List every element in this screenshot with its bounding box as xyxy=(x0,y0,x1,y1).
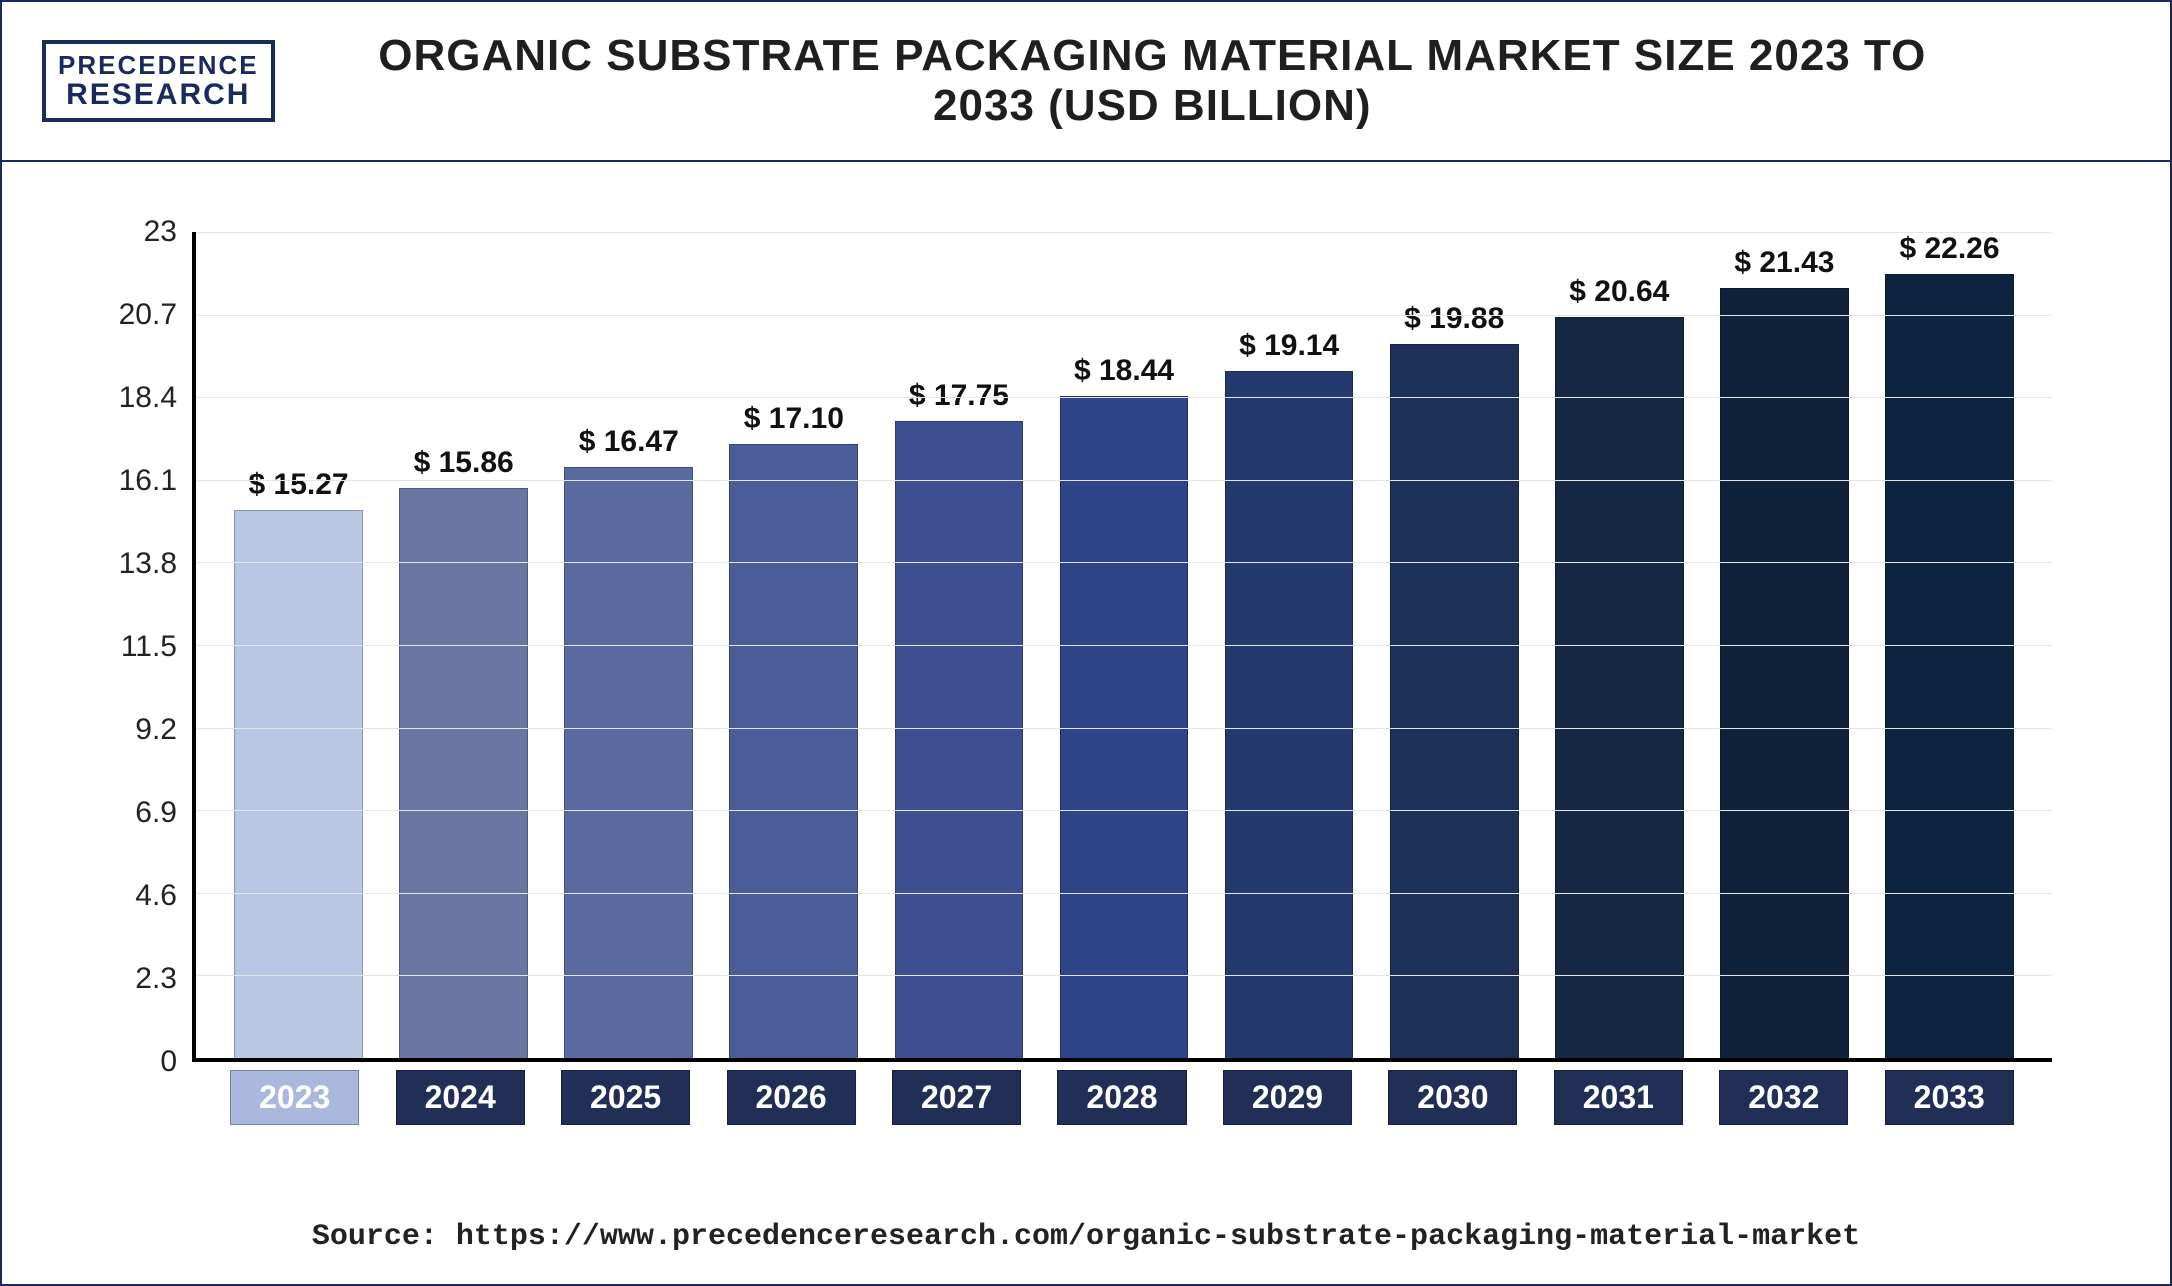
chart-title: ORGANIC SUBSTRATE PACKAGING MATERIAL MAR… xyxy=(335,31,2130,131)
y-tick-label: 23 xyxy=(107,215,177,249)
y-tick-label: 16.1 xyxy=(107,464,177,498)
x-label-slot: 2023 xyxy=(212,1070,377,1125)
logo-line2: RESEARCH xyxy=(58,79,259,111)
y-tick-label: 18.4 xyxy=(107,381,177,415)
grid-line xyxy=(196,315,2052,316)
bar-value-label: $ 19.88 xyxy=(1404,302,1504,336)
grid-line xyxy=(196,480,2052,481)
x-axis-category: 2031 xyxy=(1554,1070,1683,1125)
bar-value-label: $ 21.43 xyxy=(1734,246,1834,280)
bar xyxy=(1555,317,1684,1058)
y-tick-label: 0 xyxy=(107,1045,177,1079)
x-label-slot: 2033 xyxy=(1867,1070,2032,1125)
source-url: https://www.precedenceresearch.com/organ… xyxy=(456,1220,1860,1254)
x-axis-category: 2028 xyxy=(1057,1070,1186,1125)
y-tick-label: 20.7 xyxy=(107,298,177,332)
plot-region: $ 15.27 $ 15.86 $ 16.47 $ 17.10 $ 17.75 $ 18.… xyxy=(192,232,2052,1062)
y-tick-label: 2.3 xyxy=(107,962,177,996)
bar xyxy=(564,467,693,1058)
bar xyxy=(1225,371,1354,1058)
grid-line xyxy=(196,810,2052,811)
grid-line xyxy=(196,975,2052,976)
x-axis-labels: 2023 2024 2025 2026 2027 2028 2029 2030 2031 2032… xyxy=(192,1070,2052,1125)
x-axis-category: 2027 xyxy=(892,1070,1021,1125)
x-axis-category: 2024 xyxy=(396,1070,525,1125)
y-tick-label: 11.5 xyxy=(107,630,177,664)
x-label-slot: 2026 xyxy=(708,1070,873,1125)
grid-line xyxy=(196,397,2052,398)
grid-line xyxy=(196,562,2052,563)
grid-line xyxy=(196,893,2052,894)
bar-value-label: $ 17.10 xyxy=(744,402,844,436)
x-axis-category: 2030 xyxy=(1388,1070,1517,1125)
x-label-slot: 2028 xyxy=(1039,1070,1204,1125)
x-label-slot: 2032 xyxy=(1701,1070,1866,1125)
bar-value-label: $ 15.27 xyxy=(249,468,349,502)
x-label-slot: 2030 xyxy=(1370,1070,1535,1125)
grid-line xyxy=(196,645,2052,646)
bar-value-label: $ 18.44 xyxy=(1074,354,1174,388)
y-tick-label: 4.6 xyxy=(107,879,177,913)
x-axis-category: 2033 xyxy=(1885,1070,2014,1125)
x-label-slot: 2027 xyxy=(874,1070,1039,1125)
y-tick-label: 6.9 xyxy=(107,796,177,830)
bar xyxy=(1390,344,1519,1058)
bar xyxy=(399,488,528,1058)
grid-line xyxy=(196,728,2052,729)
header: PRECEDENCE RESEARCH ORGANIC SUBSTRATE PA… xyxy=(2,2,2170,162)
x-label-slot: 2024 xyxy=(377,1070,542,1125)
bar-value-label: $ 20.64 xyxy=(1569,275,1669,309)
logo: PRECEDENCE RESEARCH xyxy=(42,40,275,123)
bar xyxy=(1885,274,2014,1058)
bar-value-label: $ 15.86 xyxy=(414,446,514,480)
x-label-slot: 2029 xyxy=(1205,1070,1370,1125)
x-axis-category: 2023 xyxy=(230,1070,359,1125)
bar-value-label: $ 22.26 xyxy=(1899,232,1999,266)
logo-line1: PRECEDENCE xyxy=(58,52,259,79)
x-label-slot: 2031 xyxy=(1536,1070,1701,1125)
bar-value-label: $ 17.75 xyxy=(909,379,1009,413)
bar-value-label: $ 19.14 xyxy=(1239,329,1339,363)
chart-frame: PRECEDENCE RESEARCH ORGANIC SUBSTRATE PA… xyxy=(0,0,2172,1286)
bar xyxy=(1720,288,1849,1058)
x-axis-category: 2032 xyxy=(1719,1070,1848,1125)
x-label-slot: 2025 xyxy=(543,1070,708,1125)
bar-value-label: $ 16.47 xyxy=(579,425,679,459)
x-axis-category: 2025 xyxy=(561,1070,690,1125)
y-tick-label: 9.2 xyxy=(107,713,177,747)
y-tick-label: 13.8 xyxy=(107,547,177,581)
x-axis-category: 2026 xyxy=(727,1070,856,1125)
bar xyxy=(895,421,1024,1058)
chart-area: $ 15.27 $ 15.86 $ 16.47 $ 17.10 $ 17.75 $ 18.… xyxy=(112,222,2072,1062)
source-citation: Source: https://www.precedenceresearch.c… xyxy=(2,1220,2170,1254)
bar xyxy=(729,444,858,1058)
x-axis-category: 2029 xyxy=(1223,1070,1352,1125)
source-label: Source: xyxy=(312,1220,438,1254)
grid-line xyxy=(196,232,2052,233)
